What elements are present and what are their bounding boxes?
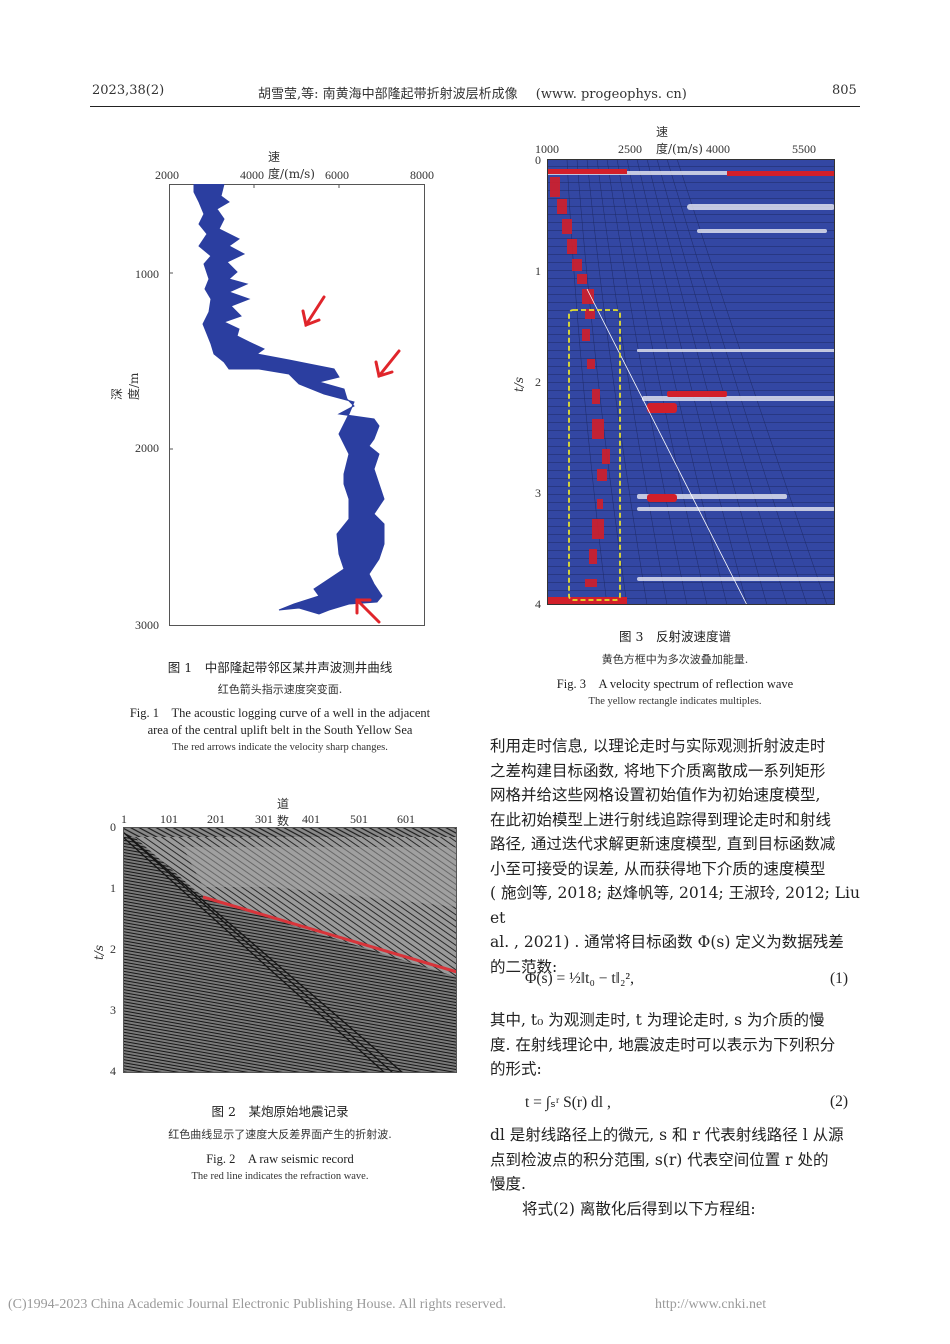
fig1-xtick: 4000 [240,168,264,182]
fig2-ytick: 0 [110,820,116,834]
fig2-ytick: 3 [110,1003,116,1017]
text-line: dl 是射线路径上的微元, s 和 r 代表射线路径 l 从源 [490,1126,844,1144]
fig2-xlabel: 道数 [277,797,290,828]
page-number: 805 [832,83,857,98]
running-title-text: 胡雪莹,等: 南黄海中部隆起带折射波层析成像 [258,87,518,102]
fig1-ytick: 1000 [135,267,159,281]
copyright-notice: (C)1994-2023 China Academic Journal Elec… [8,1297,507,1312]
fig3-ytick: 0 [535,153,541,167]
fig1-plot [169,184,425,626]
velocity-curve [193,184,385,615]
fig3-ytick: 2 [535,375,541,389]
text-line: 之差构建目标函数, 将地下介质离散成一系列矩形 [490,761,826,780]
fig2-caption-en: Fig. 2 A raw seismic record [206,1152,354,1166]
fig3-note-en: The yellow rectangle indicates multiples… [588,696,762,707]
fig1-xtick: 2000 [155,168,179,182]
fig3-xtick: 5500 [792,142,816,156]
text-line: 利用走时信息, 以理论走时与实际观测折射波走时 [490,737,826,755]
fig1-note-en: The red arrows indicate the velocity sha… [172,742,388,753]
fig3-ylabel: t/s [512,376,526,392]
fig3-velocity-spectrum [547,159,835,605]
text-line: 的二范数: [490,957,558,976]
fig1-xlabel: 速度/(m/s) [268,150,315,181]
equation-2-number: (2) [830,1093,849,1110]
fig3-caption-en: Fig. 3 A velocity spectrum of reflection… [556,677,794,691]
text-line: 度. 在射线理论中, 地震波走时可以表示为下列积分 [490,1035,836,1054]
equation-2: t = ∫ₛʳ S(r) dl , [525,1094,611,1111]
fig1-ytick: 2000 [135,441,159,455]
text-line: 点到检波点的积分范围, s(r) 代表空间位置 r 处的 [490,1150,829,1169]
text-line: 的形式: [490,1060,542,1078]
fig2-ytick: 4 [110,1064,116,1078]
fig1-note-cn: 红色箭头指示速度突变面. [217,683,343,696]
fig1-ylabel: 深度/m [110,372,141,400]
fig2-note-cn: 红色曲线显示了速度大反差界面产生的折射波. [168,1128,392,1141]
refraction-wave-line [202,895,457,974]
body-paragraph-2: 其中, t₀ 为观测走时, t 为理论走时, s 为介质的慢 度. 在射线理论中… [490,1008,860,1082]
text-line: 网格并给这些网格设置初始值作为初始速度模型, [490,786,821,804]
body-paragraph-3: dl 是射线路径上的微元, s 和 r 代表射线路径 l 从源 点到检波点的积分… [490,1123,860,1197]
fig2-caption-cn: 图 2 某炮原始地震记录 [211,1104,349,1119]
fig1-xtick: 6000 [325,168,349,182]
text-line: 其中, t₀ 为观测走时, t 为理论走时, s 为介质的慢 [490,1011,825,1029]
fig2-xtick: 201 [207,812,225,826]
text-line: 在此初始模型上进行射线追踪得到理论走时和射线 [490,810,832,829]
fig3-note-cn: 黄色方框中为多次波叠加能量. [601,653,749,666]
equation-1-number: (1) [830,970,849,987]
fig1-ytick: 3000 [135,618,159,632]
fig3-xtick: 2500 [618,142,642,156]
fig2-xtick: 1 [121,812,127,826]
body-paragraph-1: 利用走时信息, 以理论走时与实际观测折射波走时 之差构建目标函数, 将地下介质离… [490,734,860,979]
running-title: 胡雪莹,等: 南黄海中部隆起带折射波层析成像 (www. progeophys.… [258,83,687,102]
fig2-xtick: 101 [160,812,178,826]
header-rule [90,106,860,107]
body-paragraph-4: 将式(2) 离散化后得到以下方程组: [522,1200,756,1218]
fig3-ytick: 3 [535,486,541,500]
fig2-xtick: 601 [397,812,415,826]
equation-1: Φ(s) = ½‖t₀ − t‖₂², [525,970,634,987]
text-line: ( 施剑等, 2018; 赵烽帆等, 2014; 王淑玲, 2012; Liu … [490,884,860,927]
fig2-ylabel: t/s [92,944,106,960]
cnki-link[interactable]: http://www.cnki.net [655,1297,767,1312]
text-line: 慢度. [490,1175,526,1193]
fig3-ytick: 4 [535,597,541,611]
fig2-ytick: 2 [110,942,116,956]
fig3-xlabel: 速度/(m/s) [656,125,703,156]
text-line: 路径, 通过迭代求解更新速度模型, 直到目标函数减 [490,835,836,853]
fig2-note-en: The red line indicates the refraction wa… [191,1171,369,1182]
fig3-ytick: 1 [535,264,541,278]
fig1-caption-en: Fig. 1 The acoustic logging curve of a w… [129,706,431,720]
journal-site: (www. progeophys. cn) [535,87,687,102]
velocity-change-arrows [301,295,401,624]
fig1-caption-en-cont: area of the central uplift belt in the S… [147,723,413,737]
fig2-seismic-plot [123,827,457,1073]
fig2-xtick: 501 [350,812,368,826]
journal-volume: 2023,38(2) [92,83,165,98]
text-line: al. , 2021) . 通常将目标函数 Φ(s) 定义为数据残差 [490,933,844,951]
fig1-caption-cn: 图 1 中部隆起带邻区某井声波测井曲线 [167,660,393,675]
fig3-xtick: 4000 [706,142,730,156]
fig3-caption-cn: 图 3 反射波速度谱 [619,629,731,644]
fig2-xtick: 401 [302,812,320,826]
fig1-xtick: 8000 [410,168,434,182]
text-line: 小至可接受的误差, 从而获得地下介质的速度模型 [490,859,826,878]
fig2-xtick: 301 [255,812,273,826]
fig3-xtick: 1000 [535,142,559,156]
fig2-ytick: 1 [110,881,116,895]
